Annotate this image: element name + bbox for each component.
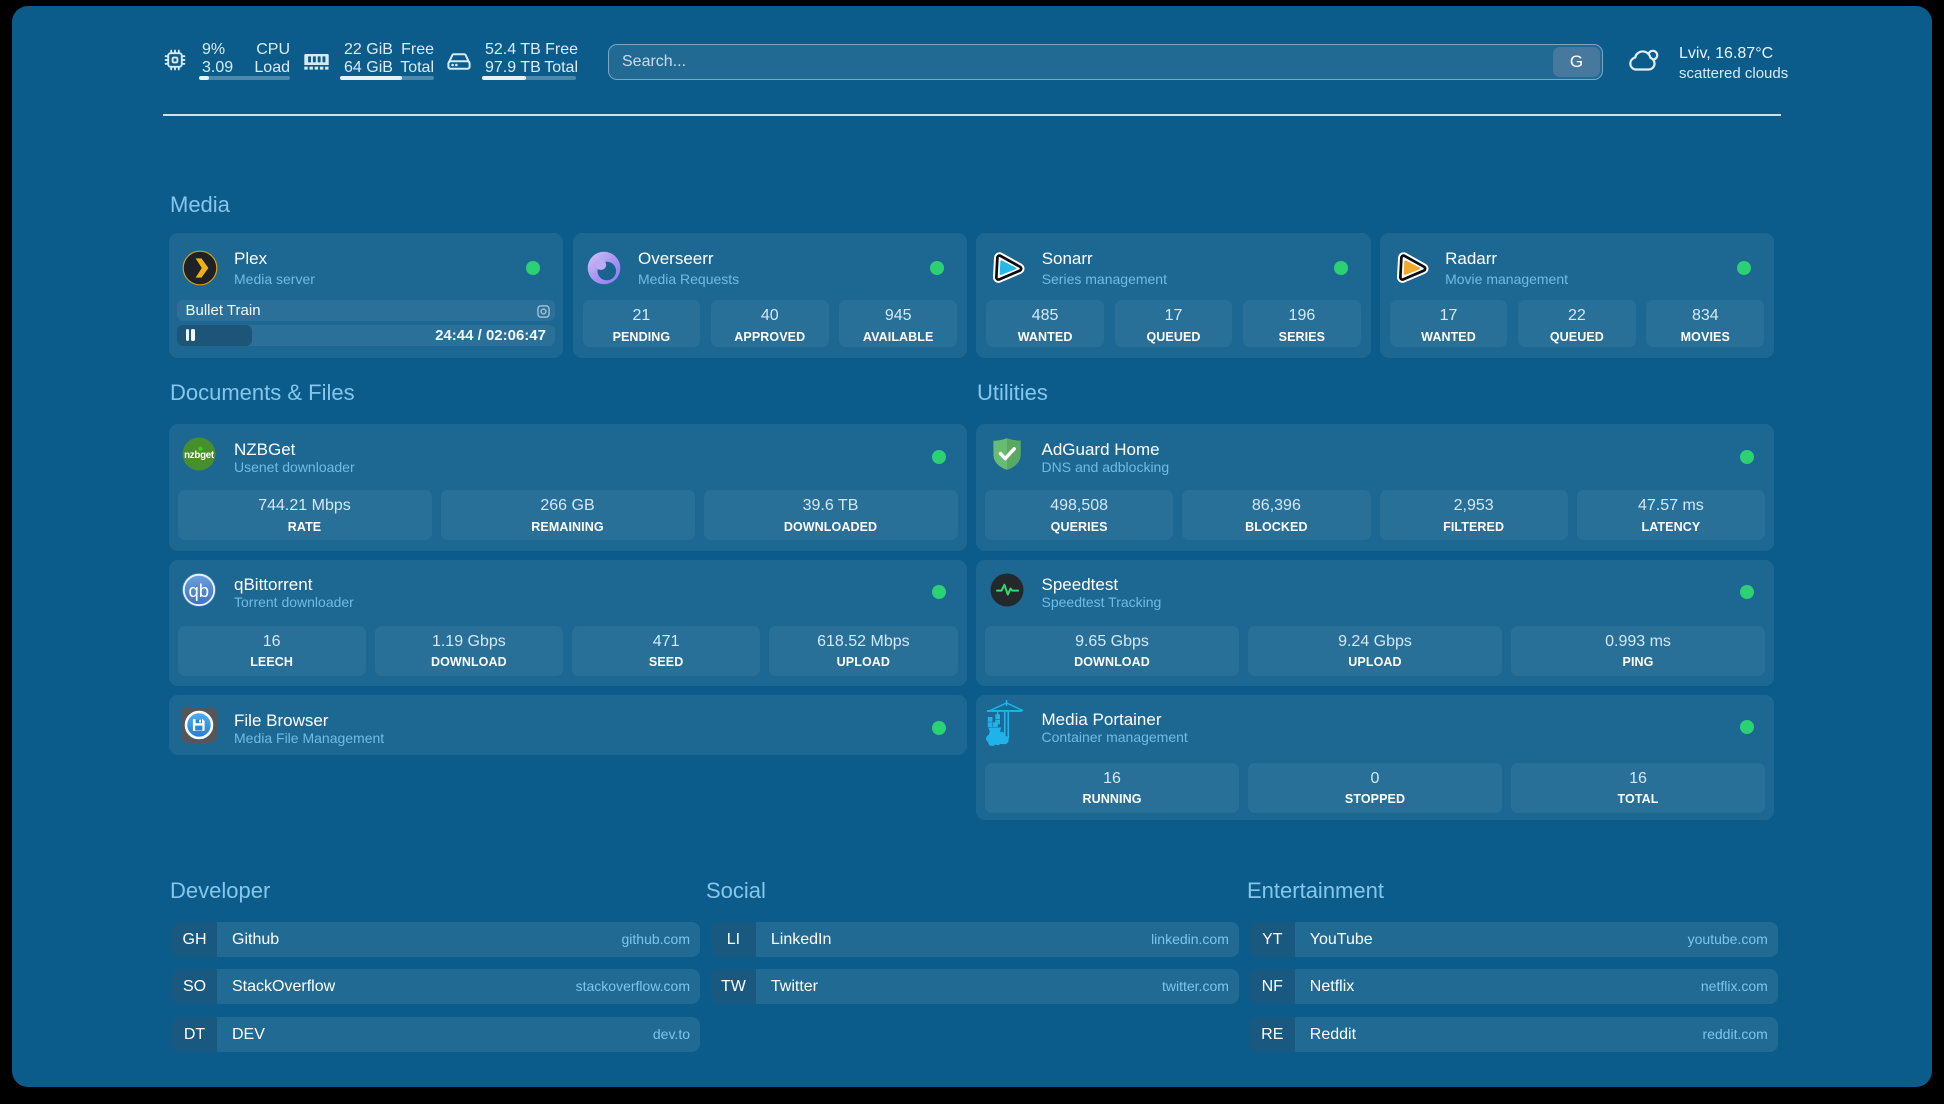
svg-text:qb: qb bbox=[189, 579, 210, 600]
svg-text:nzbget: nzbget bbox=[184, 450, 215, 461]
